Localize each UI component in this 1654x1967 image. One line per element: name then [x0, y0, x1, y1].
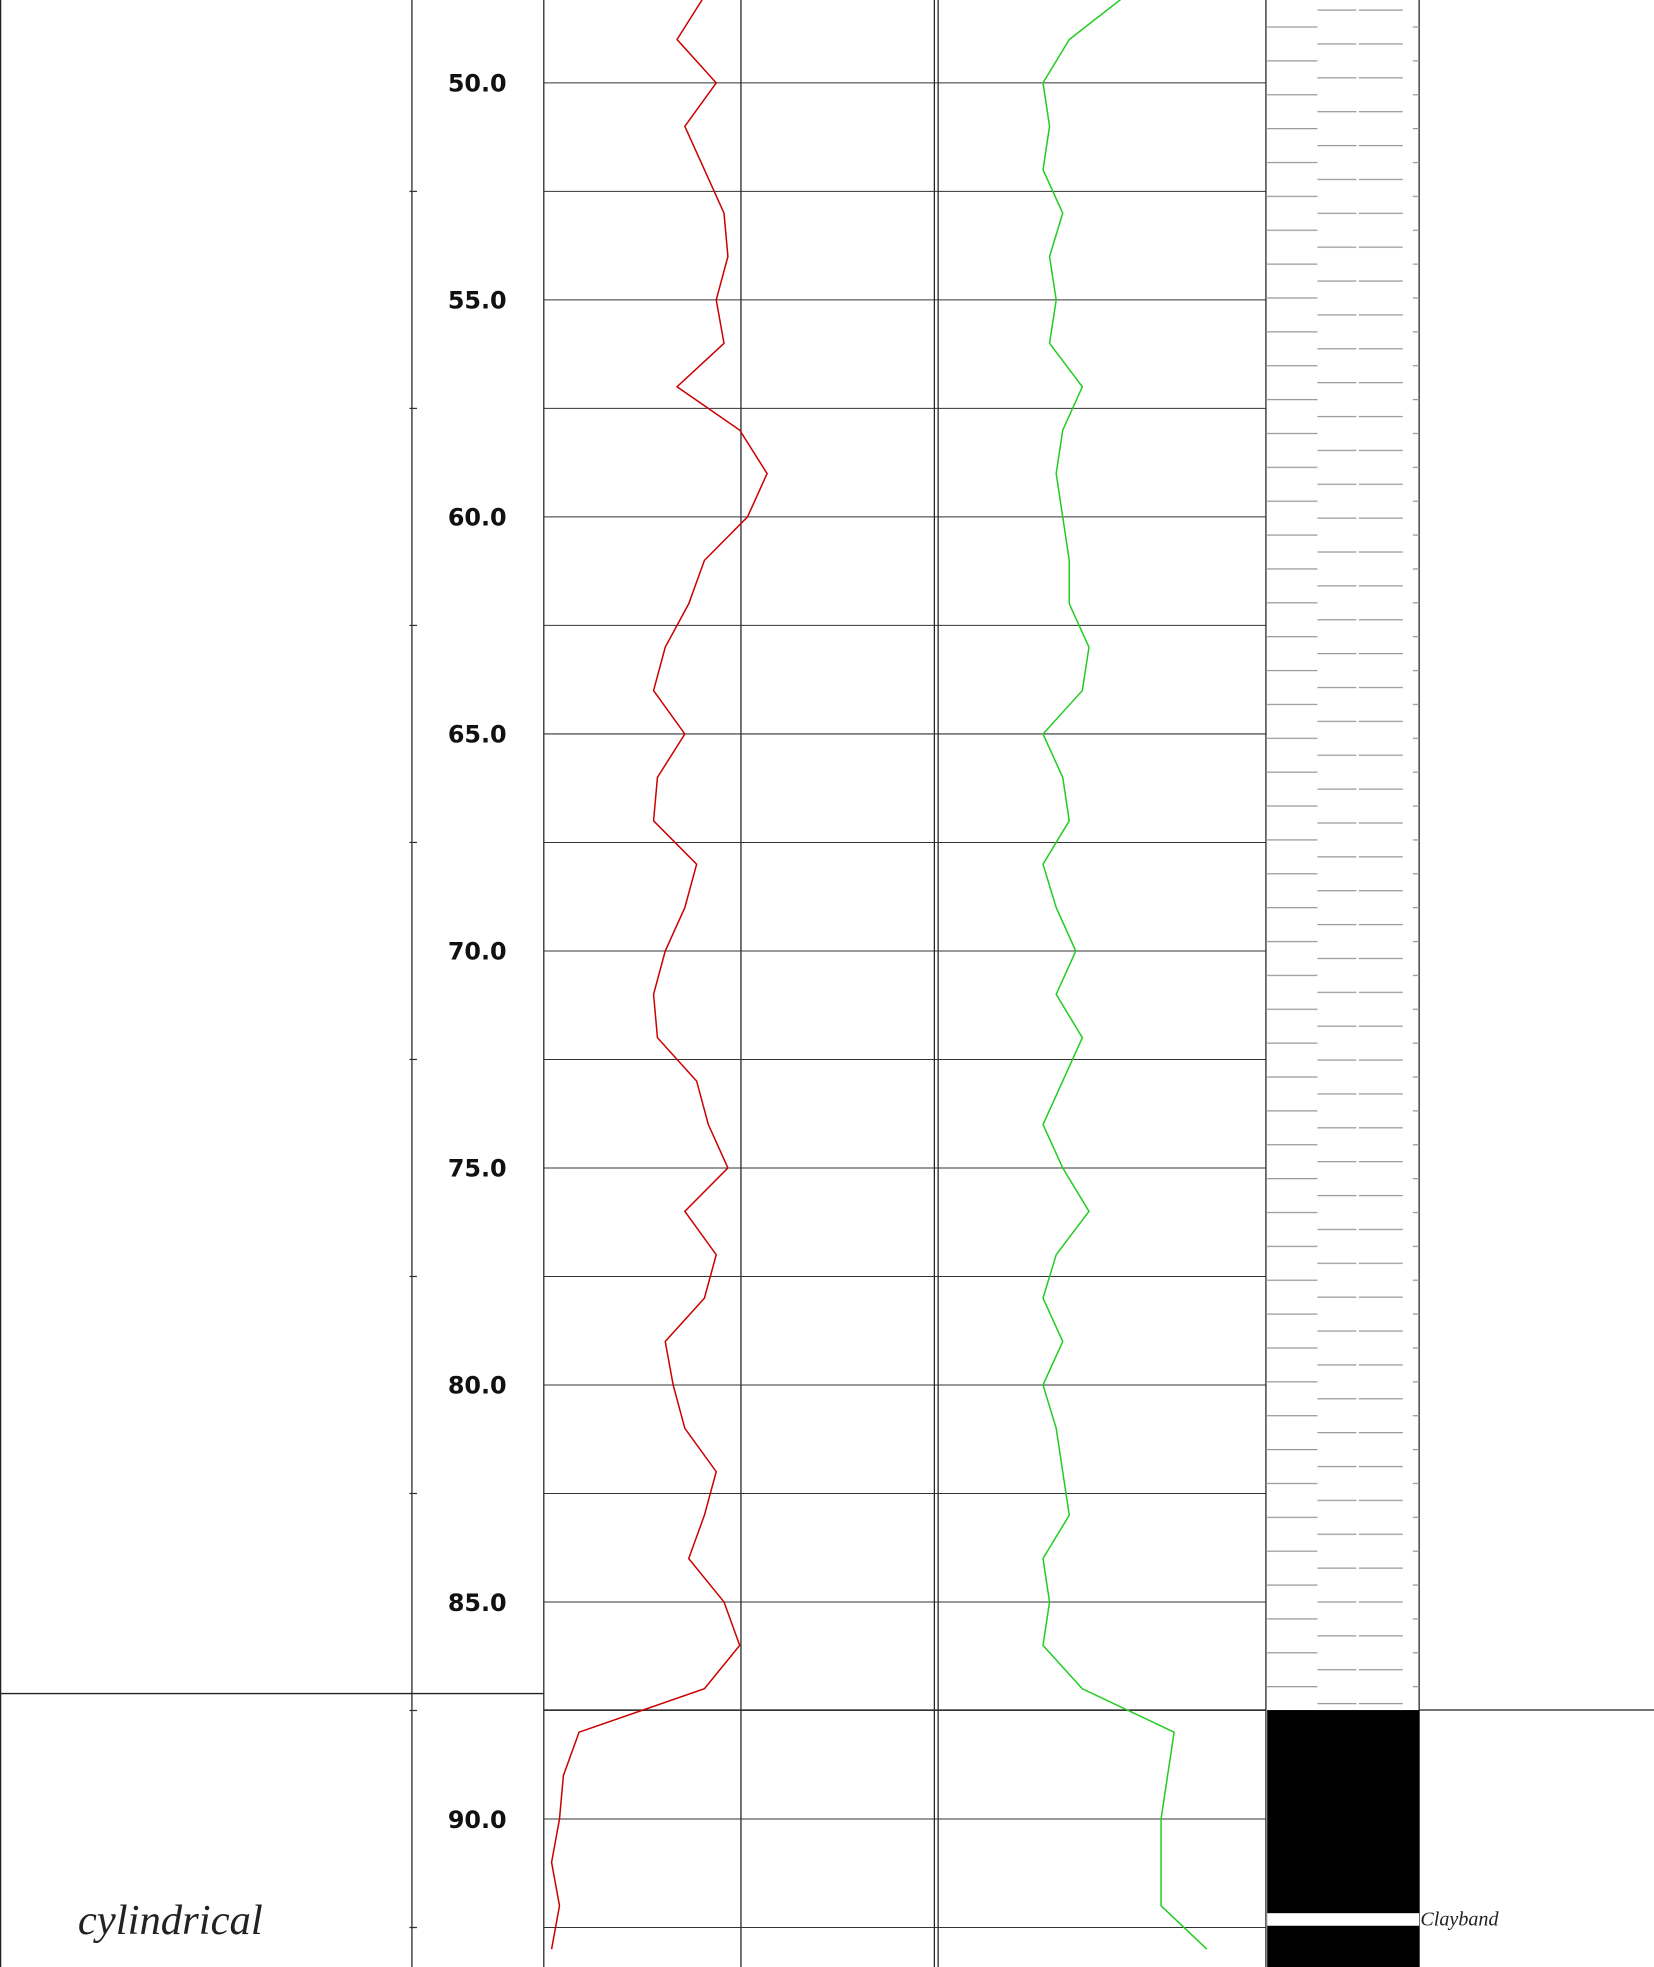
depth-label: 85.0 [448, 1589, 507, 1617]
depth-label: 90.0 [448, 1806, 507, 1834]
depth-label: 50.0 [448, 70, 507, 98]
lithology-clay [1267, 1710, 1420, 1967]
frame [0, 0, 1420, 1967]
band-label: Clayband [1420, 1909, 1499, 1931]
log-curve [550, 0, 768, 1950]
clay-band [1267, 1913, 1420, 1926]
lithology-sand [1267, 0, 1420, 1711]
depth-label: 75.0 [448, 1155, 507, 1183]
depth-label: 80.0 [448, 1372, 507, 1400]
depth-label: 65.0 [448, 721, 507, 749]
depth-label: 55.0 [448, 287, 507, 315]
log-curve [1042, 0, 1208, 1950]
depth-label: 60.0 [448, 504, 507, 532]
depth-label: 70.0 [448, 938, 507, 966]
description-label: cylindrical [78, 1897, 263, 1944]
